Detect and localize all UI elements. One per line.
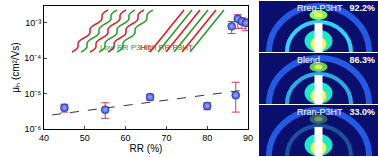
svg-text:μₕ (cm²/Vs): μₕ (cm²/Vs) [10,42,21,92]
html-text:33.0%: 33.0% [349,107,375,117]
html-text:86.3%: 86.3% [349,55,375,65]
svg-text:High RR P3HT: High RR P3HT [140,43,193,52]
html-text:Rreg-P3HT: Rreg-P3HT [297,3,343,13]
html-text:92.2%: 92.2% [349,3,375,13]
svg-text:70: 70 [161,133,171,143]
html-text:Rran-P3HT: Rran-P3HT [297,107,343,117]
html-text:Blend: Blend [297,55,320,65]
svg-text:90: 90 [243,133,253,143]
svg-text:10⁻³: 10⁻³ [25,18,41,28]
svg-text:40: 40 [39,133,49,143]
svg-text:Low RR P3HT: Low RR P3HT [100,43,151,52]
svg-text:RR (%): RR (%) [130,143,163,154]
svg-text:50: 50 [80,133,90,143]
svg-text:10⁻⁶: 10⁻⁶ [24,124,41,134]
svg-text:60: 60 [121,133,131,143]
svg-text:10⁻⁴: 10⁻⁴ [24,53,41,63]
svg-text:80: 80 [202,133,212,143]
svg-text:10⁻⁵: 10⁻⁵ [24,89,41,99]
